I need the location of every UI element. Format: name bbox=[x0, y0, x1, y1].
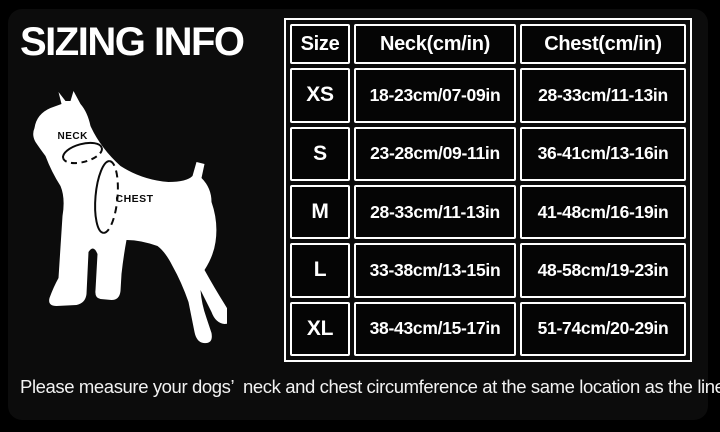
cell-size: XS bbox=[290, 68, 350, 123]
cell-size: L bbox=[290, 243, 350, 298]
cell-chest: 36-41cm/13-16in bbox=[520, 126, 686, 181]
table-row-xl: XL 38-43cm/15-17in 51-74cm/20-29in bbox=[290, 301, 686, 356]
cell-chest: 41-48cm/16-19in bbox=[520, 184, 686, 240]
cell-chest: 28-33cm/11-13in bbox=[520, 68, 686, 123]
table-row-l: L 33-38cm/13-15in 48-58cm/19-23in bbox=[290, 243, 686, 298]
neck-label: NECK bbox=[58, 131, 89, 142]
table-row-s: S 23-28cm/09-11in 36-41cm/13-16in bbox=[290, 126, 686, 181]
cell-neck: 33-38cm/13-15in bbox=[354, 243, 516, 298]
header-size: Size bbox=[290, 24, 350, 65]
chest-label: CHEST bbox=[116, 193, 154, 205]
measurement-instruction: Please measure your dogs’ neck and chest… bbox=[20, 376, 720, 397]
cell-chest: 48-58cm/19-23in bbox=[520, 243, 686, 298]
cell-neck: 18-23cm/07-09in bbox=[354, 68, 516, 123]
page-title: SIZING INFO bbox=[20, 20, 245, 64]
cell-chest: 51-74cm/20-29in bbox=[520, 301, 686, 356]
cell-size: S bbox=[290, 126, 350, 181]
table-row-m: M 28-33cm/11-13in 41-48cm/16-19in bbox=[290, 184, 686, 240]
table-header-row: Size Neck(cm/in) Chest(cm/in) bbox=[290, 24, 686, 65]
table-row-xs: XS 18-23cm/07-09in 28-33cm/11-13in bbox=[290, 68, 686, 123]
cell-neck: 38-43cm/15-17in bbox=[354, 301, 516, 356]
header-neck: Neck(cm/in) bbox=[354, 24, 516, 65]
cell-size: XL bbox=[290, 301, 350, 356]
neck-measure-line bbox=[62, 141, 103, 165]
header-chest: Chest(cm/in) bbox=[520, 24, 686, 65]
cell-neck: 28-33cm/11-13in bbox=[354, 184, 516, 240]
cell-neck: 23-28cm/09-11in bbox=[354, 126, 516, 181]
chest-measure-line bbox=[94, 160, 119, 234]
dog-figure: NECK CHEST bbox=[22, 90, 232, 350]
dog-silhouette-svg: NECK CHEST bbox=[33, 91, 232, 344]
size-chart-table: Size Neck(cm/in) Chest(cm/in) XS 18-23cm… bbox=[284, 18, 692, 362]
dog-body-shape bbox=[33, 91, 232, 344]
cell-size: M bbox=[290, 184, 350, 240]
